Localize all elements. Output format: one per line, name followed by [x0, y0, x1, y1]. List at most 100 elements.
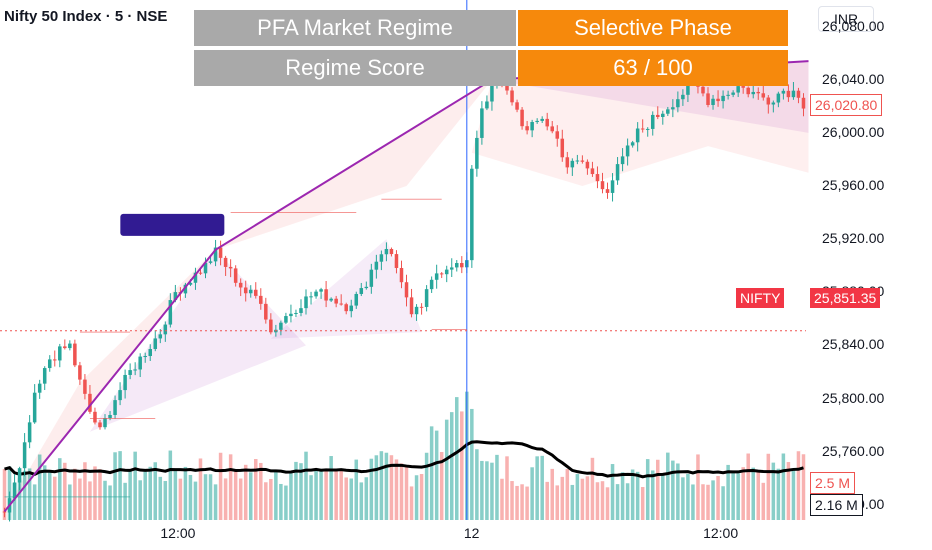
volume-bar — [193, 481, 198, 520]
volume-bar — [128, 470, 132, 520]
volume-bar — [470, 408, 474, 520]
candle — [32, 384, 37, 424]
candle — [711, 94, 715, 110]
candle — [595, 166, 600, 189]
volume-bar — [444, 419, 449, 520]
candle — [42, 366, 47, 391]
candle — [480, 101, 484, 145]
volume-bar — [781, 453, 786, 520]
price-tick-label: 26,080.00 — [822, 17, 885, 34]
volume-bar — [294, 461, 298, 520]
volume-bar — [575, 474, 580, 520]
candle — [309, 291, 313, 305]
candle — [324, 281, 328, 308]
volume-ma-line — [4, 440, 804, 479]
candle — [515, 99, 519, 113]
candle — [2, 507, 7, 518]
volume-bar — [404, 466, 409, 520]
volume-bar — [208, 474, 213, 520]
volume-bar — [339, 470, 343, 520]
volume-bar — [314, 470, 318, 520]
candle — [414, 304, 419, 321]
volume-bar — [369, 458, 374, 520]
price-tick-label: 25,760.00 — [822, 442, 885, 459]
pattern-label-box — [120, 213, 225, 236]
volume-bar — [299, 463, 303, 520]
volume-bar — [309, 475, 313, 520]
volume-bar — [259, 462, 263, 520]
volume-bar — [218, 452, 223, 520]
candle — [550, 121, 554, 134]
candle — [58, 343, 62, 368]
volume-bar — [58, 458, 62, 520]
volume-bar — [349, 478, 353, 520]
candle — [334, 295, 338, 308]
volume-bar — [791, 470, 796, 520]
candle — [510, 87, 514, 106]
candle — [676, 91, 680, 113]
candle — [781, 88, 786, 100]
volume-bar — [696, 454, 700, 520]
volume-bar — [279, 483, 283, 520]
candle — [68, 340, 72, 351]
score-value-cell: 63 / 100 — [518, 50, 788, 86]
currency-selector[interactable]: INR — [818, 6, 874, 32]
candle — [394, 250, 399, 274]
volume-bar — [123, 482, 127, 520]
volume-bar — [525, 486, 529, 520]
candle — [233, 265, 238, 287]
candle — [460, 256, 464, 274]
candle — [419, 303, 424, 315]
candle — [113, 395, 117, 419]
symbol-title[interactable]: Nifty 50 Index · 5 · NSE — [4, 8, 168, 25]
volume-bar — [741, 467, 745, 520]
candle — [364, 281, 369, 290]
volume-bar — [329, 456, 333, 520]
volume-bar — [379, 451, 384, 520]
candle — [238, 278, 243, 297]
candle — [344, 302, 348, 315]
candle — [771, 100, 776, 113]
candle — [374, 254, 379, 279]
volume-bar — [254, 459, 258, 520]
candle — [279, 320, 283, 336]
volume-bar — [304, 451, 308, 520]
volume-bar — [173, 470, 178, 520]
volume-bar — [555, 485, 560, 520]
candle — [746, 86, 750, 98]
volume-bar — [324, 470, 328, 520]
time-tick-label: 12:00 — [160, 525, 196, 541]
volume-bar — [731, 470, 735, 520]
candle — [681, 89, 685, 106]
price-tick-label: 25,920.00 — [822, 230, 885, 247]
candle — [223, 255, 228, 276]
candle — [661, 110, 665, 125]
volume-bar — [635, 471, 640, 520]
candle — [766, 95, 771, 114]
candle — [359, 282, 364, 297]
candle — [470, 165, 474, 268]
volume-bar — [776, 468, 781, 520]
volume-bar — [550, 468, 554, 520]
volume-bar — [384, 452, 389, 520]
volume-tag: 2.5 M — [810, 472, 856, 494]
candle — [666, 106, 670, 117]
volume-bar — [63, 462, 67, 520]
candle — [721, 90, 725, 109]
candle — [439, 272, 444, 279]
volume-bar — [93, 466, 97, 520]
volume-bar — [480, 460, 484, 520]
candle — [590, 161, 595, 177]
volume-bar — [439, 451, 444, 520]
candle — [706, 87, 710, 108]
volume-bar — [485, 461, 489, 520]
price-tick-label: 26,040.00 — [822, 70, 885, 87]
candle — [63, 339, 67, 350]
candle — [83, 374, 87, 400]
candle — [640, 119, 645, 133]
volume-bar — [133, 451, 137, 520]
volume-bar — [138, 480, 142, 520]
candle — [294, 309, 298, 318]
candle — [776, 91, 781, 108]
volume-bar — [560, 476, 565, 520]
